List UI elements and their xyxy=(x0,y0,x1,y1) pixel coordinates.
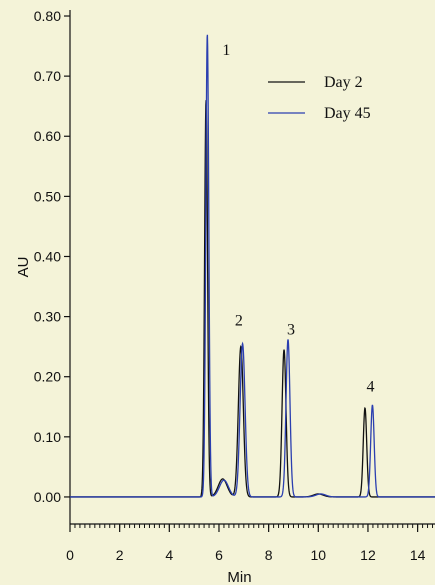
x-tick-label: 10 xyxy=(311,547,327,563)
y-tick-label: 0.10 xyxy=(34,429,61,445)
axes: 0.00 0.10 0.20 0.30 0.40 0.50 0.60 0.70 0.80 0 2 4… xyxy=(34,8,435,563)
x-tick-label: 4 xyxy=(165,547,173,563)
x-ticks: 0 2 4 6 8 10 12 14 xyxy=(66,524,434,563)
x-tick-label: 12 xyxy=(360,547,376,563)
y-tick-label: 0.50 xyxy=(34,188,61,204)
y-tick-label: 0.80 xyxy=(34,8,61,24)
x-tick-label: 0 xyxy=(66,547,74,563)
x-tick-label: 6 xyxy=(215,547,223,563)
peak-labels: 1 2 3 4 xyxy=(222,42,374,396)
legend-label-day-2: Day 2 xyxy=(324,74,363,91)
y-axis-title: AU xyxy=(15,257,32,278)
y-ticks: 0.00 0.10 0.20 0.30 0.40 0.50 0.60 0.70 0.80 xyxy=(34,8,70,505)
trace-day-2 xyxy=(70,100,435,498)
y-tick-label: 0.30 xyxy=(34,309,61,325)
y-tick-label: 0.70 xyxy=(34,68,61,84)
peak-label-1: 1 xyxy=(222,42,230,59)
y-tick-label: 0.40 xyxy=(34,248,61,264)
y-tick-label: 0.20 xyxy=(34,369,61,385)
peak-label-3: 3 xyxy=(287,322,295,339)
x-tick-label: 14 xyxy=(410,547,426,563)
legend-label-day-45: Day 45 xyxy=(324,105,371,122)
x-tick-label: 8 xyxy=(265,547,273,563)
y-tick-label: 0.60 xyxy=(34,128,61,144)
traces xyxy=(70,34,435,498)
y-tick-label: 0.00 xyxy=(34,489,61,505)
x-tick-label: 2 xyxy=(116,547,124,563)
peak-label-2: 2 xyxy=(235,313,243,330)
x-axis-title: Min xyxy=(227,569,251,585)
legend: Day 2 Day 45 xyxy=(268,74,371,122)
trace-day-45 xyxy=(70,34,435,498)
peak-label-4: 4 xyxy=(366,379,374,396)
